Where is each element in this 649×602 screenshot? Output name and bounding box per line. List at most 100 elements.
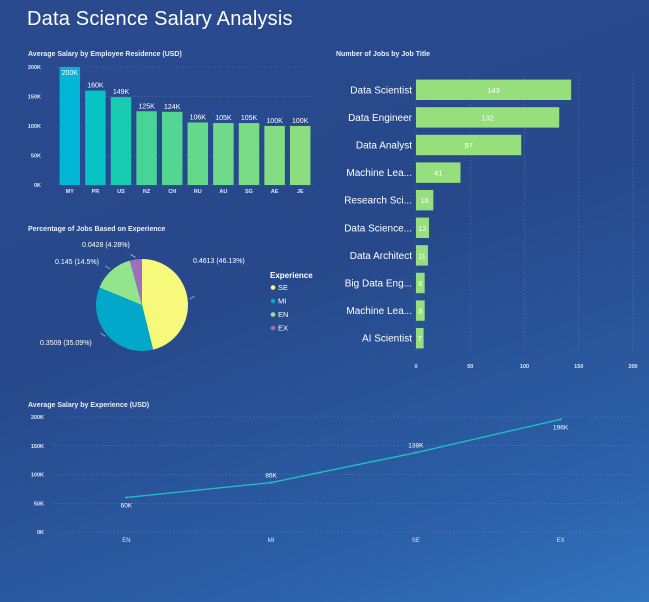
- bar-data-label: 41: [434, 169, 442, 178]
- job-bar[interactable]: [416, 162, 461, 183]
- job-title-label: Data Engineer: [348, 113, 413, 124]
- pie-data-label: 0.4613 (46.13%): [193, 258, 245, 265]
- residence-bar[interactable]: [85, 90, 106, 185]
- leader-line: [105, 265, 111, 270]
- bar-data-label: 7: [418, 334, 422, 343]
- line-data-label: 86K: [265, 473, 277, 480]
- job-title-label: Data Analyst: [356, 141, 412, 152]
- bar-data-label: 160K: [87, 83, 104, 90]
- bar-data-label: 100K: [292, 118, 309, 125]
- job-bar[interactable]: [416, 217, 430, 239]
- pie-slice-ex[interactable]: [129, 259, 142, 305]
- residence-bar[interactable]: [289, 126, 311, 185]
- job-bar[interactable]: [416, 245, 428, 266]
- x-tick-label: SE: [412, 538, 420, 544]
- job-title-label: Machine Lea...: [346, 168, 412, 179]
- bar-data-label: 8: [418, 307, 422, 316]
- bar-data-label: 143: [487, 86, 500, 95]
- residence-bar-chart: 200K 150K 100K 50K 0K 200K MY 160K PR 149K US 125K N…: [28, 65, 313, 195]
- bar-data-label: 105K: [241, 115, 258, 122]
- y-tick-label: 150K: [28, 95, 41, 101]
- pie-slice-en[interactable]: [99, 260, 142, 305]
- legend-marker: [270, 298, 276, 304]
- jobs-bar-chart: 0 50 100 150 200 143 Data Scientist 132 Data Eng…: [344, 76, 638, 370]
- residence-bar[interactable]: [136, 111, 157, 185]
- pie-slice-mi[interactable]: [96, 287, 154, 352]
- residence-bar[interactable]: [110, 97, 132, 185]
- line-data-label: 60K: [121, 503, 133, 510]
- leader-line: [189, 295, 195, 300]
- leader-line: [130, 254, 136, 258]
- y-tick-label: 0K: [37, 530, 44, 536]
- x-tick-label: AE: [271, 189, 279, 195]
- bar-data-label: 149K: [113, 89, 130, 96]
- x-tick-label: 0: [414, 364, 417, 370]
- x-tick-label: PR: [92, 189, 100, 195]
- pie-chart-title: Percentage of Jobs Based on Experience: [28, 226, 166, 233]
- legend-item[interactable]: EN: [278, 310, 288, 319]
- legend-item[interactable]: EX: [278, 324, 288, 333]
- job-bar[interactable]: [416, 134, 522, 156]
- bar-data-label: 16: [421, 196, 429, 205]
- pie-data-label: 0.3509 (35.09%): [40, 340, 92, 347]
- y-tick-label: 100K: [31, 473, 44, 479]
- job-bar[interactable]: [416, 300, 425, 321]
- x-tick-label: JE: [297, 189, 304, 195]
- legend-item[interactable]: MI: [278, 297, 286, 306]
- y-tick-label: 50K: [34, 501, 44, 507]
- legend-marker: [270, 285, 276, 290]
- x-tick-label: 150: [574, 364, 583, 370]
- line-point[interactable]: [414, 451, 418, 454]
- line-data-label: 138K: [408, 443, 424, 450]
- legend-marker: [270, 325, 276, 331]
- job-title-label: Machine Lea...: [346, 306, 412, 317]
- x-tick-label: SG: [245, 189, 253, 195]
- x-tick-label: 100: [520, 364, 529, 370]
- job-title-label: Research Sci...: [344, 196, 412, 207]
- job-bar[interactable]: [416, 272, 425, 294]
- residence-bar[interactable]: [161, 111, 183, 185]
- job-bar[interactable]: [416, 107, 560, 128]
- job-title-label: Big Data Eng...: [345, 279, 412, 290]
- bar-data-label: 105K: [215, 115, 232, 122]
- bar-data-label: 12: [418, 224, 426, 233]
- residence-bar[interactable]: [187, 122, 209, 185]
- residence-bar[interactable]: [59, 67, 81, 185]
- pie-slice-se[interactable]: [142, 259, 189, 350]
- bar-data-label: 132: [481, 113, 494, 122]
- residence-bar[interactable]: [264, 126, 285, 185]
- salary-line[interactable]: [126, 418, 561, 499]
- x-tick-label: CH: [168, 189, 176, 195]
- line-point[interactable]: [559, 418, 562, 421]
- bar-data-label: 200K: [62, 70, 79, 77]
- bar-data-label: 8: [418, 279, 422, 288]
- job-title-label: Data Scientist: [350, 85, 412, 96]
- line-point[interactable]: [269, 481, 273, 484]
- x-tick-label: 50: [467, 364, 473, 370]
- page-title: Data Science Salary Analysis: [27, 8, 293, 30]
- job-title-label: Data Architect: [350, 251, 412, 262]
- y-tick-label: 200K: [31, 415, 44, 421]
- experience-line-chart: 200K 150K 100K 50K 0K 60K EN 86K MI 138K SE 196K EX: [31, 415, 633, 544]
- pie-data-label: 0.0428 (4.28%): [82, 242, 130, 249]
- bar-data-label: 100K: [266, 118, 283, 125]
- pie-data-label: 0.145 (14.5%): [55, 259, 99, 266]
- x-tick-label: AU: [219, 189, 227, 195]
- experience-pie-chart: 0.4613 (46.13%) 0.3509 (35.09%) 0.145 (14.…: [40, 242, 313, 352]
- x-tick-label: NZ: [143, 189, 151, 195]
- x-tick-label: 200: [628, 364, 637, 370]
- residence-bar[interactable]: [238, 123, 260, 185]
- line-point[interactable]: [125, 496, 128, 499]
- legend-item[interactable]: SE: [278, 283, 288, 292]
- line-chart-title: Average Salary by Experience (USD): [28, 402, 150, 409]
- job-bar[interactable]: [416, 327, 424, 349]
- residence-bar[interactable]: [213, 123, 234, 185]
- job-title-label: AI Scientist: [362, 334, 412, 345]
- x-tick-label: MY: [66, 189, 75, 195]
- x-tick-label: EN: [122, 538, 130, 544]
- x-tick-label: US: [117, 189, 125, 195]
- jobs-chart-title: Number of Jobs by Job Title: [336, 51, 430, 58]
- job-bar[interactable]: [416, 79, 572, 101]
- job-bar[interactable]: [416, 189, 434, 211]
